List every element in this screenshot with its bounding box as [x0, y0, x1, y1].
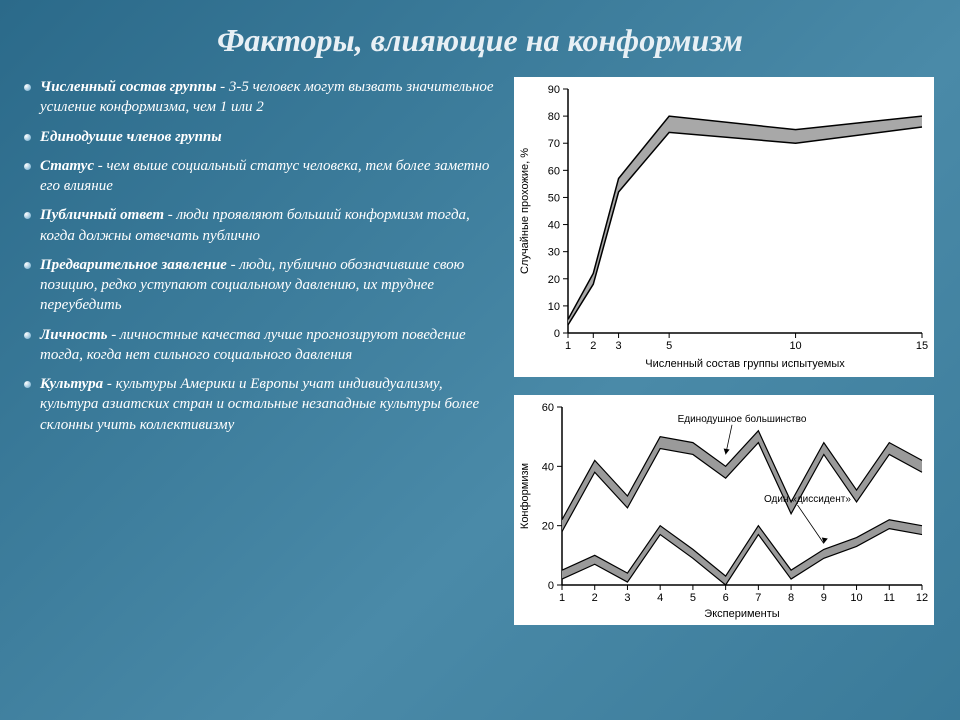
svg-text:30: 30: [548, 247, 560, 259]
svg-text:3: 3: [624, 592, 630, 604]
svg-text:12: 12: [916, 592, 928, 604]
svg-text:80: 80: [548, 111, 560, 123]
svg-text:60: 60: [542, 402, 554, 414]
svg-text:Эксперименты: Эксперименты: [704, 608, 779, 620]
svg-text:50: 50: [548, 192, 560, 204]
svg-text:70: 70: [548, 138, 560, 150]
page-title: Факторы, влияющие на конформизм: [0, 0, 960, 67]
list-item: Предварительное заявление - люди, публич…: [24, 255, 502, 316]
list-item-head: Публичный ответ: [40, 207, 164, 223]
svg-text:10: 10: [850, 592, 862, 604]
svg-text:90: 90: [548, 84, 560, 96]
svg-text:Единодушное большинство: Единодушное большинство: [678, 413, 807, 425]
svg-text:7: 7: [755, 592, 761, 604]
list-item: Численный состав группы - 3-5 человек мо…: [24, 77, 502, 118]
svg-text:9: 9: [821, 592, 827, 604]
svg-text:11: 11: [884, 592, 895, 604]
svg-text:15: 15: [916, 340, 928, 352]
list-item-head: Культура: [40, 376, 103, 392]
svg-text:1: 1: [565, 340, 571, 352]
svg-text:5: 5: [690, 592, 696, 604]
svg-text:0: 0: [554, 328, 560, 340]
svg-text:1: 1: [559, 592, 565, 604]
list-item: Личность - личностные качества лучше про…: [24, 325, 502, 366]
list-item-head: Статус: [40, 158, 94, 174]
list-item-head: Единодушие членов группы: [40, 129, 222, 145]
chart-unanimity: 0204060123456789101112Единодушное больши…: [514, 395, 934, 625]
svg-text:6: 6: [723, 592, 729, 604]
list-item: Единодушие членов группы: [24, 127, 502, 147]
svg-text:20: 20: [548, 274, 560, 286]
content-area: Численный состав группы - 3-5 человек мо…: [0, 67, 960, 625]
svg-text:3: 3: [616, 340, 622, 352]
svg-text:40: 40: [548, 220, 560, 232]
svg-text:Конформизм: Конформизм: [519, 463, 531, 529]
svg-text:40: 40: [542, 461, 554, 473]
svg-text:2: 2: [592, 592, 598, 604]
bullet-list-panel: Численный состав группы - 3-5 человек мо…: [24, 77, 514, 625]
list-item: Статус - чем выше социальный статус чело…: [24, 156, 502, 197]
list-item-head: Предварительное заявление: [40, 257, 227, 273]
svg-text:Численный состав группы испыту: Численный состав группы испытуемых: [645, 358, 845, 370]
factors-list: Численный состав группы - 3-5 человек мо…: [24, 77, 502, 435]
list-item-head: Личность: [40, 327, 108, 343]
svg-text:0: 0: [548, 580, 554, 592]
svg-text:20: 20: [542, 521, 554, 533]
svg-text:2: 2: [590, 340, 596, 352]
svg-text:4: 4: [657, 592, 663, 604]
chart-group-size: 0 10 20 30 40 50 60 70 80 90 1 2 3 5 10 15 Случайные про…: [514, 77, 934, 377]
svg-text:5: 5: [666, 340, 672, 352]
charts-panel: 010203040506070809012351015Случайные про…: [514, 77, 934, 625]
svg-text:10: 10: [548, 301, 560, 313]
svg-text:Один «диссидент»: Один «диссидент»: [764, 494, 851, 505]
list-item: Публичный ответ - люди проявляют больший…: [24, 205, 502, 246]
svg-text:8: 8: [788, 592, 794, 604]
list-item-body: - культуры Америки и Европы учат индивид…: [40, 376, 479, 433]
list-item-body: - чем выше социальный статус человека, т…: [40, 158, 489, 194]
svg-text:10: 10: [789, 340, 801, 352]
svg-text:Случайные прохожие, %: Случайные прохожие, %: [519, 148, 531, 274]
svg-text:60: 60: [548, 165, 560, 177]
list-item: Культура - культуры Америки и Европы уча…: [24, 374, 502, 435]
list-item-head: Численный состав группы: [40, 79, 216, 95]
